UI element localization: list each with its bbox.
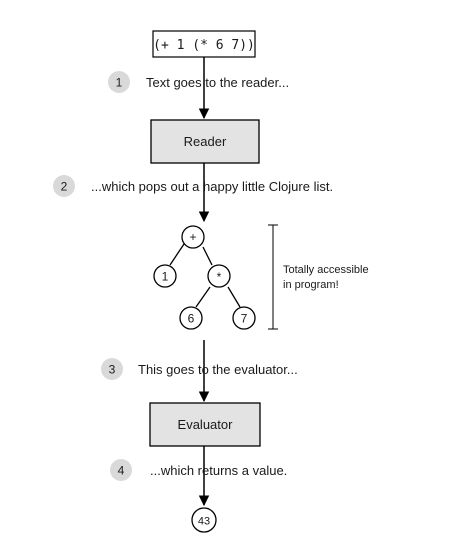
tree-node-1 — [153, 264, 177, 288]
result-node — [191, 507, 217, 533]
evaluator-box — [149, 402, 261, 447]
tree-node-7 — [232, 306, 256, 330]
tree-edge-plus-to-1 — [169, 243, 185, 266]
step-2-badge — [53, 175, 75, 197]
source-code-text: (+ 1 (* 6 7)) — [153, 38, 255, 53]
step-3-text: This goes to the evaluator... — [138, 362, 298, 377]
evaluator-label: Evaluator — [178, 417, 234, 432]
tree-node-star-label: * — [217, 270, 222, 284]
annotation-line-1: Totally accessible — [283, 264, 369, 276]
step-3-number: 3 — [109, 363, 116, 377]
annotation-line-2: in program! — [283, 279, 339, 291]
tree-node-star — [207, 264, 231, 288]
step-4-badge — [110, 459, 132, 481]
tree-node-plus — [181, 225, 205, 249]
step-2-number: 2 — [61, 180, 68, 194]
reader-box — [150, 119, 260, 164]
step-1-badge — [108, 71, 130, 93]
result-value: 43 — [198, 516, 210, 528]
tree-edge-plus-to-star — [202, 246, 213, 266]
tree-node-plus-label: + — [189, 230, 196, 244]
step-4-number: 4 — [118, 464, 125, 478]
step-3-badge — [101, 358, 123, 380]
annotation-bracket — [268, 224, 278, 330]
step-1-number: 1 — [116, 76, 123, 90]
step-4-text: ...which returns a value. — [150, 463, 287, 478]
tree-edge-star-to-7 — [227, 286, 241, 308]
tree-edge-star-to-6 — [195, 286, 211, 308]
step-2-text: ...which pops out a happy little Clojure… — [91, 179, 333, 194]
tree-node-6-label: 6 — [188, 312, 195, 326]
tree-node-1-label: 1 — [162, 270, 169, 284]
tree-node-6 — [179, 306, 203, 330]
reader-label: Reader — [184, 134, 227, 149]
tree-node-7-label: 7 — [241, 312, 248, 326]
source-code-box — [152, 30, 256, 58]
step-1-text: Text goes to the reader... — [146, 75, 289, 90]
